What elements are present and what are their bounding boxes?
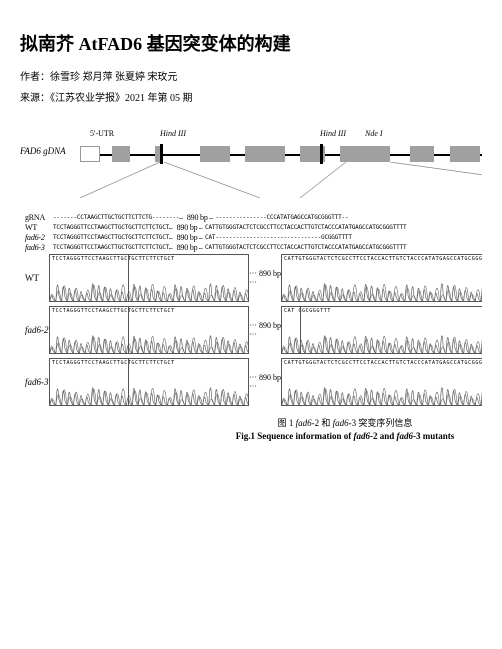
paper-title: 拟南芥 AtFAD6 基因突变体的构建 [20, 30, 482, 56]
exon-block [245, 146, 285, 162]
chromatogram-waves [282, 266, 482, 301]
sequence-row: WTTCCTAGGGTTCCTAAGCTTGCTGCTTCTTCTGCT…890… [25, 222, 482, 232]
sequence-row-label: WT [25, 223, 53, 232]
enzyme-site-label: Hind III [160, 129, 186, 138]
sequence-right: CAT-------------------------------GCGGGT… [205, 234, 352, 241]
chromatogram-section: WTTCCTAGGGTTCCTAAGCTTGCTGCTTCTTCTGCT··· … [20, 254, 482, 406]
chromatogram-waves [282, 318, 482, 353]
caption-en-mid1: -2 and [370, 431, 397, 441]
utr-label: 5'-UTR [90, 129, 114, 138]
sequence-gap-label: 890 bp [175, 223, 199, 232]
sequence-alignment: gRNA-------CCTAAGCTTGCTGCTTCTTCTG-------… [25, 212, 482, 252]
sequence-left: -------CCTAAGCTTGCTGCTTCTTCTG-------- [53, 214, 179, 221]
caption-en-mid2: -3 mutants [413, 431, 454, 441]
exon-block [410, 146, 434, 162]
chromatogram-panel-left: TCCTAGGGTTCCTAAGCTTGCTGCTTCTTCTGCT [49, 306, 249, 354]
exon-block [200, 146, 230, 162]
sequence-gap-label: 890 bp [175, 233, 199, 242]
sequence-right: CATTGTGGGTACTCTCGCCTTCCTACCACTTGTCTACCCA… [205, 244, 406, 251]
alignment-vline [300, 307, 301, 353]
chromatogram-row: WTTCCTAGGGTTCCTAAGCTTGCTGCTTCTTCTGCT··· … [25, 254, 482, 302]
sequence-left: TCCTAGGGTTCCTAAGCTTGCTGCTTCTTCTGCT [53, 234, 169, 241]
sequence-row-label: fad6-3 [25, 243, 53, 252]
chromatogram-gap-label: ··· 890 bp ··· [249, 254, 281, 302]
gene-label: FAD6 gDNA [20, 146, 66, 156]
sequence-row-label: gRNA [25, 213, 53, 222]
chromatogram-label: fad6-2 [25, 306, 49, 354]
sequence-row-label: fad6-2 [25, 233, 53, 242]
chromatogram-seq-header: TCCTAGGGTTCCTAAGCTTGCTGCTTCTTCTGCT [50, 255, 248, 263]
chromatogram-seq-header: CATTGTGGGTACTCTCGCCTTCCTACCACTTGTCTACCCA… [282, 255, 482, 263]
alignment-vline [128, 255, 129, 301]
cut-site-mark [160, 144, 163, 164]
chromatogram-gap-label: ··· 890 bp ··· [249, 358, 281, 406]
caption-cn-prefix: 图 1 [278, 418, 296, 428]
chromatogram-waves [50, 318, 249, 353]
figure-caption: 图 1 fad6-2 和 fad6-3 突变序列信息 Fig.1 Sequenc… [20, 416, 482, 441]
chromatogram-row: fad6-3TCCTAGGGTTCCTAAGCTTGCTGCTTCTTCTGCT… [25, 358, 482, 406]
caption-en-italic1: fad6 [353, 431, 370, 441]
chromatogram-row: fad6-2TCCTAGGGTTCCTAAGCTTGCTGCTTCTTCTGCT… [25, 306, 482, 354]
chromatogram-seq-header: TCCTAGGGTTCCTAAGCTTGCTGCTTCTTCTGCT [50, 307, 248, 315]
chromatogram-panel-left: TCCTAGGGTTCCTAAGCTTGCTGCTTCTTCTGCT [49, 358, 249, 406]
chromatogram-panel-right: CATTGTGGGTACTCTCGCCTTCCTACCACTTGTCTACCCA… [281, 358, 482, 406]
enzyme-site-label: Nde I [365, 129, 383, 138]
source-line: 来源：《江苏农业学报》2021 年第 05 期 [20, 89, 482, 104]
exon-block [340, 146, 390, 162]
zoom-lines [50, 162, 482, 198]
cut-site-mark [320, 144, 323, 164]
caption-en-italic2: fad6 [397, 431, 414, 441]
chromatogram-panel-right: CATTGTGGGTACTCTCGCCTTCCTACCACTTGTCTACCCA… [281, 254, 482, 302]
chromatogram-waves [50, 370, 249, 405]
utr-block [80, 146, 100, 162]
chromatogram-seq-header: CAT GGCGGGTTT [282, 307, 482, 315]
exon-block [450, 146, 480, 162]
chromatogram-label: fad6-3 [25, 358, 49, 406]
caption-en-prefix: Fig.1 Sequence information of [236, 431, 354, 441]
enzyme-site-label: Hind III [320, 129, 346, 138]
gene-diagram: FAD6 gDNA 5'-UTR Hind IIIHind IIINde INd… [50, 124, 482, 184]
sequence-left: TCCTAGGGTTCCTAAGCTTGCTGCTTCTTCTGCT [53, 244, 169, 251]
sequence-right: ---------------CCCATATGAGCCATGCGGGTTT-- [215, 214, 348, 221]
chromatogram-waves [50, 266, 249, 301]
sequence-gap-label: 890 bp [175, 243, 199, 252]
sequence-gap-label: 890 bp [185, 213, 209, 222]
caption-cn-italic1: fad6 [296, 418, 312, 428]
sequence-row: fad6-2TCCTAGGGTTCCTAAGCTTGCTGCTTCTTCTGCT… [25, 232, 482, 242]
sequence-left: TCCTAGGGTTCCTAAGCTTGCTGCTTCTTCTGCT [53, 224, 169, 231]
exon-block [112, 146, 130, 162]
caption-cn-italic2: fad6 [333, 418, 349, 428]
sequence-row: fad6-3TCCTAGGGTTCCTAAGCTTGCTGCTTCTTCTGCT… [25, 242, 482, 252]
sequence-right: CATTGTGGGTACTCTCGCCTTCCTACCACTTGTCTACCCA… [205, 224, 406, 231]
alignment-vline [128, 359, 129, 405]
alignment-vline [128, 307, 129, 353]
chromatogram-waves [282, 370, 482, 405]
chromatogram-label: WT [25, 254, 49, 302]
figure-1: FAD6 gDNA 5'-UTR Hind IIIHind IIINde INd… [20, 124, 482, 441]
chromatogram-seq-header: CATTGTGGGTACTCTCGCCTTCCTACCACTTGTCTACCCA… [282, 359, 482, 367]
chromatogram-panel-right: CAT GGCGGGTTT [281, 306, 482, 354]
chromatogram-seq-header: TCCTAGGGTTCCTAAGCTTGCTGCTTCTTCTGCT [50, 359, 248, 367]
caption-cn-mid2: -3 突变序列信息 [349, 418, 413, 428]
chromatogram-panel-left: TCCTAGGGTTCCTAAGCTTGCTGCTTCTTCTGCT [49, 254, 249, 302]
caption-cn-mid1: -2 和 [312, 418, 333, 428]
authors-line: 作者：徐雪珍 郑月萍 张夏婷 宋玫元 [20, 68, 482, 83]
chromatogram-gap-label: ··· 890 bp ··· [249, 306, 281, 354]
sequence-row: gRNA-------CCTAAGCTTGCTGCTTCTTCTG-------… [25, 212, 482, 222]
